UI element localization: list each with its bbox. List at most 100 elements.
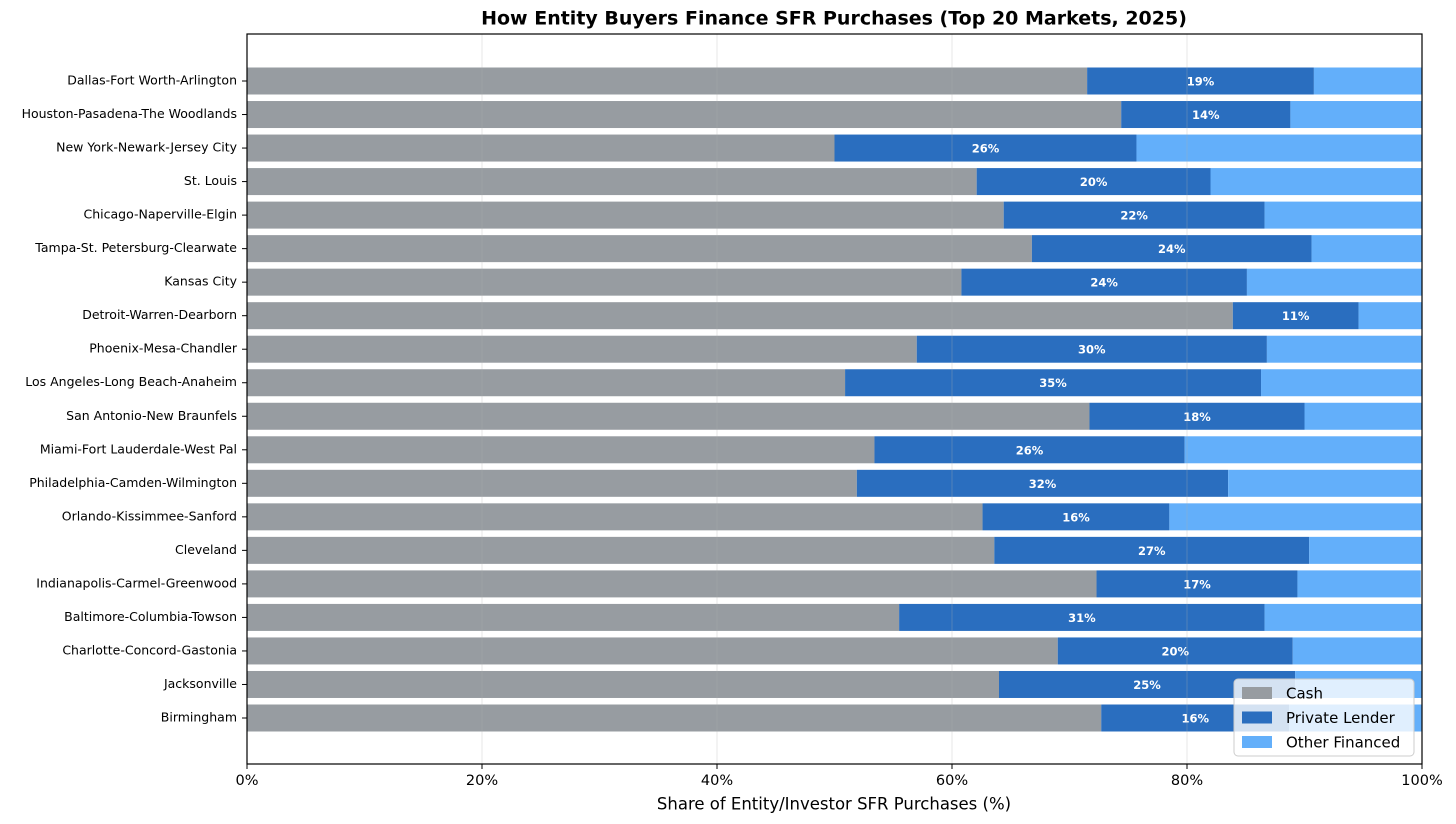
- bar-segment: [856, 469, 1229, 497]
- value-label: 26%: [972, 142, 1000, 156]
- bar-segment: [247, 302, 1233, 330]
- y-tick-label: Jacksonville: [163, 676, 237, 691]
- value-label: 18%: [1183, 410, 1211, 424]
- y-tick-label: Orlando-Kissimmee-Sanford: [62, 508, 237, 523]
- legend-label: Private Lender: [1286, 709, 1396, 727]
- value-label: 14%: [1192, 108, 1220, 122]
- y-tick-label: New York-Newark-Jersey City: [56, 140, 237, 155]
- y-tick-label: Baltimore-Columbia-Towson: [64, 609, 237, 624]
- x-tick-label: 60%: [936, 773, 968, 789]
- value-label: 19%: [1187, 75, 1215, 89]
- bar-segment: [247, 134, 835, 162]
- bar-segment: [1290, 101, 1422, 129]
- y-tick-label: Detroit-Warren-Dearborn: [82, 307, 237, 322]
- bar-segment: [247, 536, 995, 564]
- bar-segment: [247, 469, 857, 497]
- chart-title: How Entity Buyers Finance SFR Purchases …: [481, 8, 1187, 30]
- bar-segment: [247, 436, 875, 464]
- bar-segment: [899, 603, 1265, 631]
- value-label: 16%: [1181, 712, 1209, 726]
- legend-swatch: [1242, 687, 1272, 699]
- y-tick-label: Cleveland: [175, 542, 237, 557]
- bar-segment: [1184, 436, 1422, 464]
- bar-segment: [1246, 268, 1422, 296]
- bar-segment: [247, 369, 846, 397]
- bar-segment: [247, 101, 1122, 129]
- bar-segment: [247, 201, 1004, 229]
- bar-segment: [1261, 369, 1422, 397]
- y-tick-label: Charlotte-Concord-Gastonia: [62, 642, 237, 657]
- y-tick-label: Philadelphia-Camden-Wilmington: [29, 475, 237, 490]
- bar-segment: [247, 503, 983, 531]
- y-tick-label: Tampa-St. Petersburg-Clearwate: [34, 240, 237, 255]
- value-label: 24%: [1158, 242, 1186, 256]
- bar-segment: [845, 369, 1262, 397]
- bar-segment: [834, 134, 1137, 162]
- value-label: 30%: [1078, 343, 1106, 357]
- bar-segment: [1311, 235, 1422, 263]
- bar-segment: [982, 503, 1170, 531]
- value-label: 27%: [1138, 544, 1166, 558]
- bar-segment: [247, 268, 962, 296]
- value-label: 32%: [1029, 477, 1057, 491]
- y-tick-label: Chicago-Naperville-Elgin: [84, 207, 237, 222]
- y-tick-label: St. Louis: [184, 173, 237, 188]
- legend-swatch: [1242, 736, 1272, 748]
- bar-segment: [247, 67, 1088, 95]
- legend-label: Other Financed: [1286, 734, 1400, 752]
- value-label: 17%: [1183, 577, 1211, 591]
- bar-segment: [1136, 134, 1422, 162]
- bar-segment: [1313, 67, 1422, 95]
- value-label: 31%: [1068, 611, 1096, 625]
- bar-segment: [1309, 536, 1422, 564]
- value-label: 22%: [1120, 209, 1148, 223]
- x-tick-label: 20%: [466, 773, 498, 789]
- x-tick-label: 80%: [1171, 773, 1203, 789]
- bar-segment: [1228, 469, 1422, 497]
- bar-segment: [976, 168, 1211, 196]
- bar-segment: [1121, 101, 1291, 129]
- x-axis-label: Share of Entity/Investor SFR Purchases (…: [657, 795, 1011, 814]
- value-label: 20%: [1080, 175, 1108, 189]
- bar-segment: [247, 335, 917, 363]
- y-tick-label: Houston-Pasadena-The Woodlands: [22, 106, 237, 121]
- value-label: 25%: [1133, 678, 1161, 692]
- value-label: 20%: [1161, 644, 1189, 658]
- bar-segment: [247, 168, 977, 196]
- bar-segment: [1089, 402, 1305, 430]
- bar-segment: [247, 637, 1058, 665]
- y-tick-label: Indianapolis-Carmel-Greenwood: [36, 575, 237, 590]
- bar-segment: [1266, 335, 1422, 363]
- bar-segment: [247, 704, 1102, 732]
- bar-segment: [916, 335, 1267, 363]
- legend-label: Cash: [1286, 685, 1323, 703]
- value-label: 16%: [1062, 510, 1090, 524]
- y-tick-label: Dallas-Fort Worth-Arlington: [67, 73, 237, 88]
- y-tick-label: San Antonio-New Braunfels: [66, 408, 237, 423]
- y-tick-label: Miami-Fort Lauderdale-West Pal: [40, 441, 237, 456]
- bar-segment: [1169, 503, 1422, 531]
- bar-segment: [1264, 603, 1422, 631]
- bar-segment: [1232, 302, 1359, 330]
- bar-segment: [1031, 235, 1312, 263]
- bar-segment: [1297, 570, 1421, 598]
- bar-segment: [1003, 201, 1265, 229]
- legend-box: [1233, 678, 1415, 757]
- bar-segment: [247, 670, 999, 698]
- legend-swatch: [1242, 711, 1272, 724]
- bar-segment: [1358, 302, 1422, 330]
- bar-segment: [1264, 201, 1422, 229]
- bar-segment: [247, 570, 1097, 598]
- x-tick-label: 0%: [235, 773, 258, 789]
- bar-segment: [1304, 402, 1422, 430]
- bar-segment: [247, 235, 1032, 263]
- bar-segment: [247, 402, 1090, 430]
- value-label: 11%: [1282, 309, 1310, 323]
- x-tick-label: 40%: [701, 773, 733, 789]
- plot-frame: [246, 33, 1423, 765]
- bar-segment: [1292, 637, 1422, 665]
- bar-segment: [1096, 570, 1298, 598]
- bar-segment: [1087, 67, 1314, 95]
- bar-segment: [874, 436, 1185, 464]
